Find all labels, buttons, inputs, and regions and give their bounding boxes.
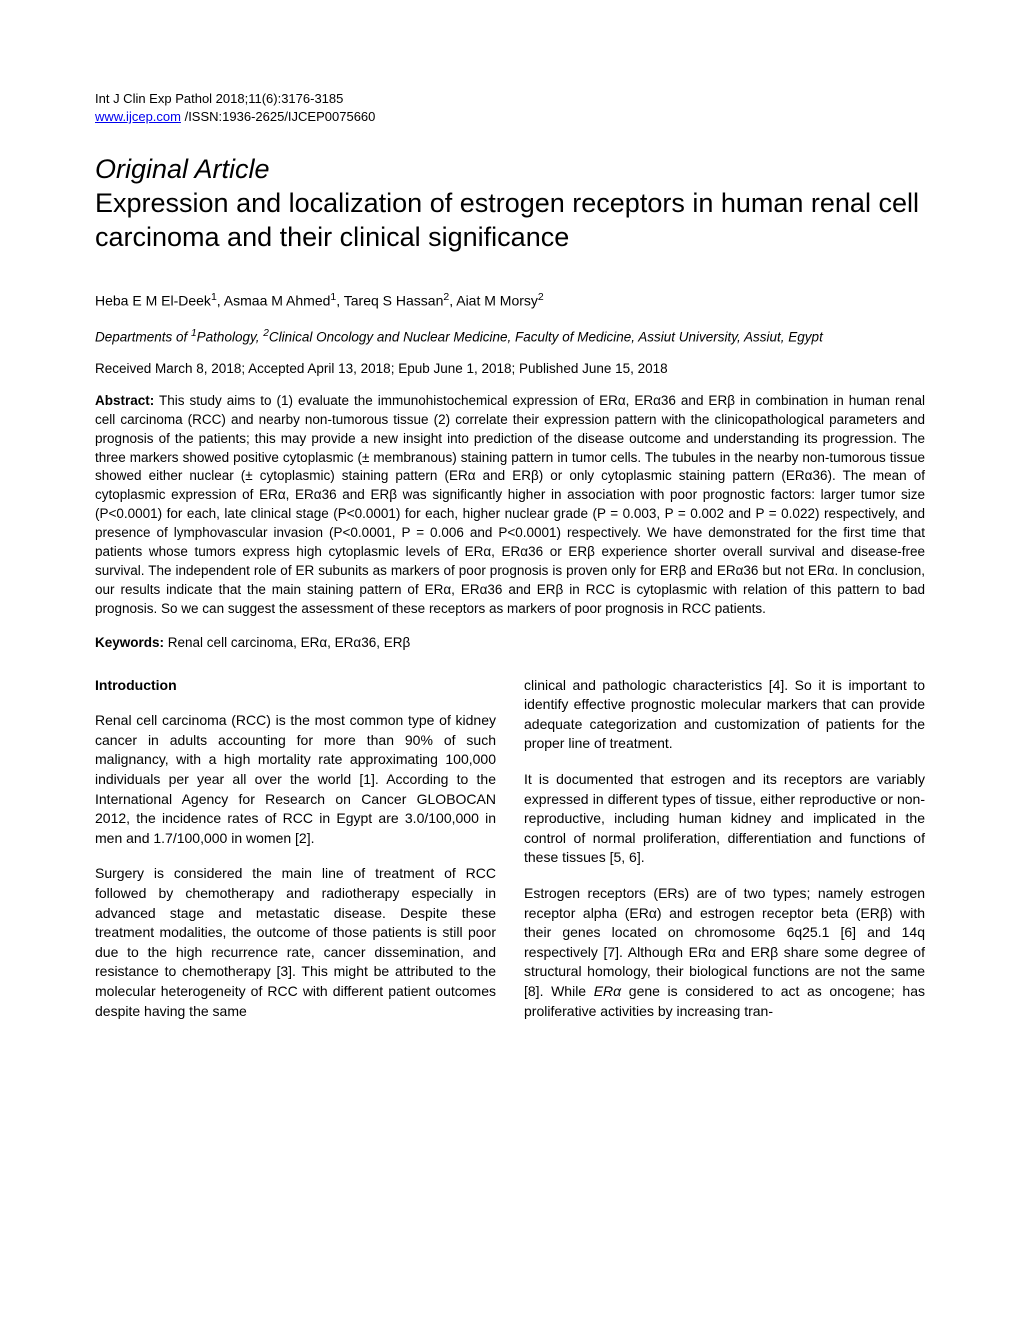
introduction-heading: Introduction (95, 676, 496, 696)
paragraph: Renal cell carcinoma (RCC) is the most c… (95, 711, 496, 848)
abstract: Abstract: This study aims to (1) evaluat… (95, 392, 925, 619)
issn-text: /ISSN:1936-2625/IJCEP0075660 (181, 109, 375, 124)
publication-dates: Received March 8, 2018; Accepted April 1… (95, 361, 925, 376)
keywords-text: Renal cell carcinoma, ERα, ERα36, ERβ (164, 635, 410, 650)
left-column: Introduction Renal cell carcinoma (RCC) … (95, 676, 496, 1038)
affiliations: Departments of 1Pathology, 2Clinical Onc… (95, 327, 925, 347)
authors: Heba E M El-Deek1, Asmaa M Ahmed1, Tareq… (95, 291, 925, 309)
paragraph: Estrogen receptors (ERs) are of two type… (524, 884, 925, 1021)
paragraph: Surgery is considered the main line of t… (95, 864, 496, 1021)
abstract-text: This study aims to (1) evaluate the immu… (95, 393, 925, 616)
journal-line: Int J Clin Exp Pathol 2018;11(6):3176-31… (95, 91, 343, 106)
journal-reference: Int J Clin Exp Pathol 2018;11(6):3176-31… (95, 90, 925, 126)
body-columns: Introduction Renal cell carcinoma (RCC) … (95, 676, 925, 1038)
right-column: clinical and pathologic characteristics … (524, 676, 925, 1038)
article-type: Original Article (95, 154, 925, 185)
journal-link[interactable]: www.ijcep.com (95, 109, 181, 124)
keywords: Keywords: Renal cell carcinoma, ERα, ERα… (95, 635, 925, 650)
abstract-label: Abstract: (95, 393, 154, 408)
paragraph: It is documented that estrogen and its r… (524, 770, 925, 868)
article-title: Expression and localization of estrogen … (95, 187, 925, 255)
paragraph: clinical and pathologic characteristics … (524, 676, 925, 754)
keywords-label: Keywords: (95, 635, 164, 650)
